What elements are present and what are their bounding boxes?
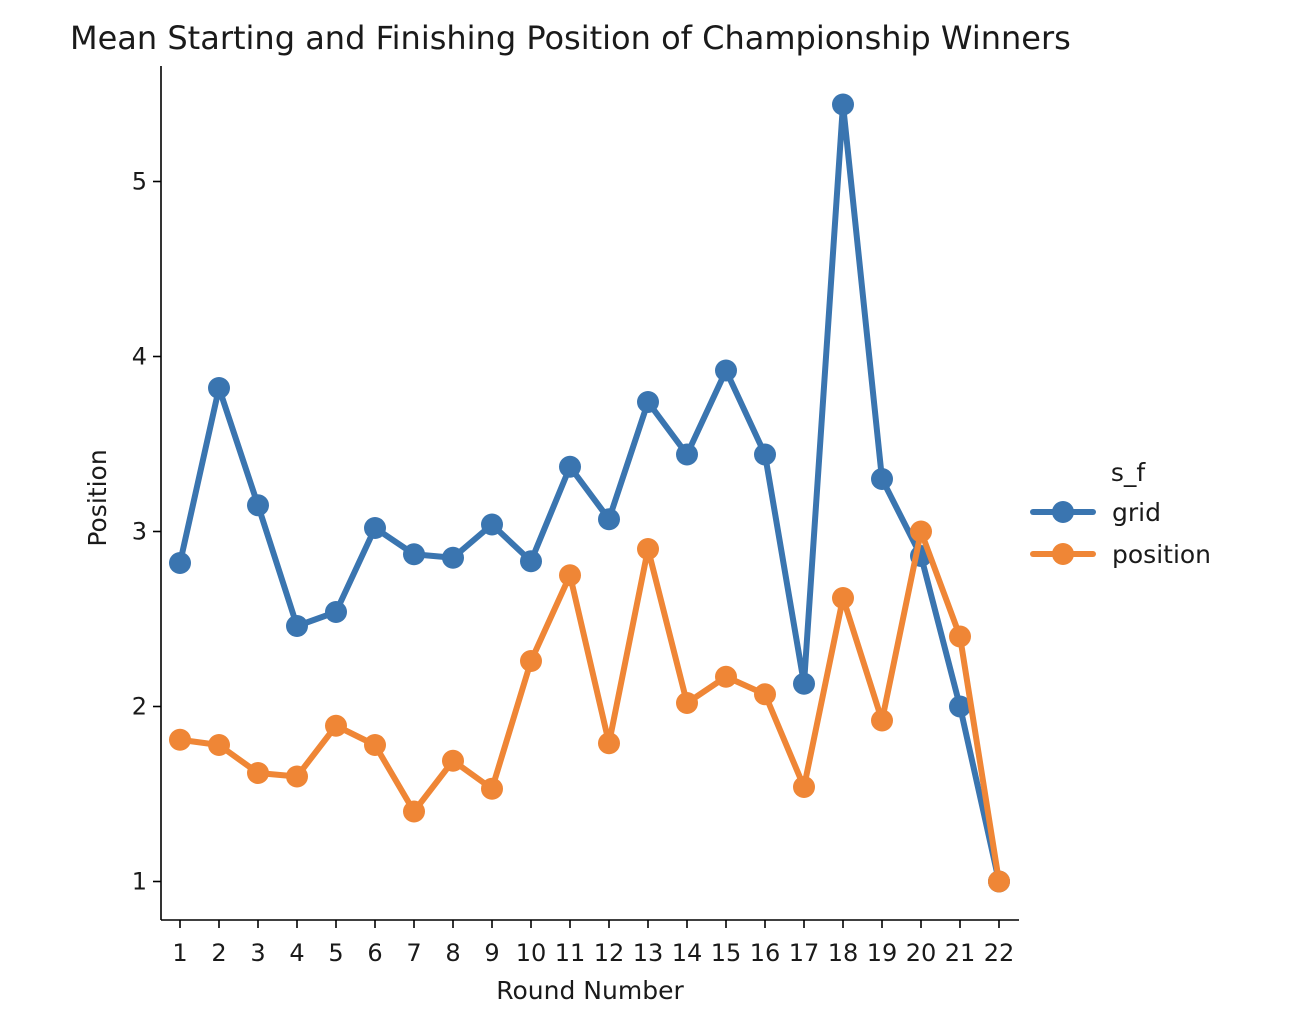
data-point-position [520,650,542,672]
x-tick-label: 20 [906,939,937,967]
data-point-position [754,683,776,706]
data-point-grid [481,513,503,536]
legend-swatch-marker [1052,543,1074,565]
data-point-grid [559,455,581,478]
y-tick-label: 5 [132,168,147,196]
x-tick-label: 10 [516,939,547,967]
x-tick-label: 6 [367,939,382,967]
legend-title: s_f [1111,458,1147,487]
y-tick-label: 3 [132,518,147,546]
data-point-position [442,749,464,772]
x-tick-label: 3 [250,939,265,967]
legend-item-position[interactable]: position [1030,540,1211,569]
x-tick-label: 4 [289,939,304,967]
x-tick-label: 18 [828,939,859,967]
x-tick-label: 5 [328,939,343,967]
data-point-position [364,734,386,756]
data-point-grid [676,443,698,466]
y-tick-label: 1 [132,868,147,896]
x-tick-label: 2 [211,939,226,967]
data-point-grid [637,391,659,413]
data-point-position [637,538,659,560]
x-tick-label: 8 [445,939,460,967]
data-point-grid [715,359,737,382]
x-tick-label: 16 [750,939,781,967]
data-point-grid [364,517,386,539]
data-point-grid [442,546,464,569]
chart-title: Mean Starting and Finishing Position of … [70,19,1071,57]
x-tick-label: 21 [945,939,976,967]
series-group [169,93,1010,893]
legend-label: position [1112,540,1211,569]
data-point-position [403,800,425,823]
x-tick-label: 9 [484,939,499,967]
data-point-position [559,564,581,587]
data-point-position [715,665,737,688]
x-tick-label: 13 [633,939,664,967]
data-point-grid [286,615,308,637]
legend-entries: grid position [1030,498,1211,569]
series-position [169,520,1010,893]
x-axis-ticks: 1 2 3 4 5 6 7 8 9 10 11 12 13 14 15 16 17 18 19 20 21 22 [172,920,1014,967]
data-point-position [325,714,347,737]
data-point-grid [832,93,854,116]
x-axis-label: Round Number [496,976,684,1005]
legend[interactable]: s_f grid position [1030,458,1211,569]
x-tick-label: 17 [789,939,820,967]
series-line-grid [177,101,1002,885]
y-axis-ticks: 1 2 3 4 5 [132,168,161,896]
data-point-grid [208,377,230,399]
x-tick-label: 14 [672,939,703,967]
data-point-grid [793,672,815,695]
data-point-grid [247,494,269,517]
data-point-position [910,520,932,543]
data-point-grid [754,443,776,466]
data-point-position [169,728,191,751]
y-tick-label: 4 [132,343,147,371]
data-point-grid [871,468,893,490]
y-axis-label: Position [83,449,112,546]
data-point-grid [598,508,620,531]
data-point-position [676,692,698,714]
data-point-position [988,870,1010,893]
legend-swatch-marker [1052,501,1074,523]
legend-item-grid[interactable]: grid [1030,498,1161,527]
x-tick-label: 11 [555,939,586,967]
data-point-grid [325,601,347,623]
x-tick-label: 7 [406,939,421,967]
y-tick-label: 2 [132,693,147,721]
data-point-grid [169,552,191,574]
data-point-position [949,625,971,648]
data-point-position [832,587,854,609]
data-point-position [247,762,269,784]
data-point-position [598,732,620,755]
legend-label: grid [1112,498,1161,527]
data-point-position [481,777,503,800]
x-tick-label: 1 [172,939,187,967]
data-point-position [871,709,893,732]
data-point-grid [949,695,971,718]
x-tick-label: 12 [594,939,625,967]
data-point-grid [520,550,542,573]
x-tick-label: 19 [867,939,898,967]
series-line-position [177,528,1002,885]
series-grid [169,93,1010,893]
data-point-position [286,765,308,788]
data-point-position [793,776,815,798]
data-point-grid [403,543,425,566]
data-point-position [208,734,230,756]
x-tick-label: 22 [984,939,1015,967]
x-tick-label: 15 [711,939,742,967]
